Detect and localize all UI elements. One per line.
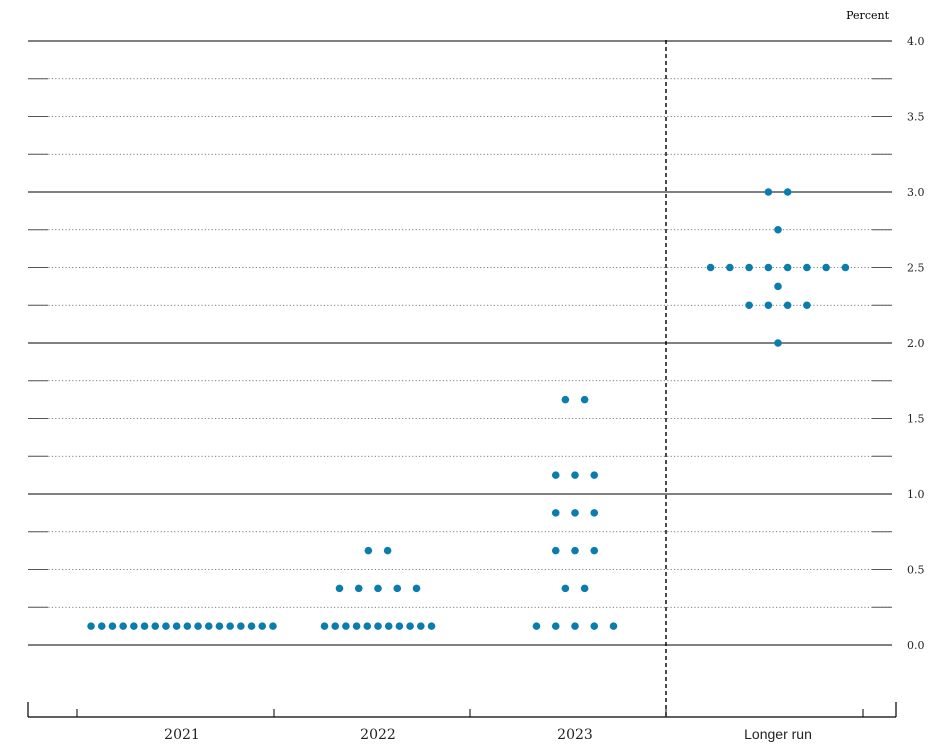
dot [803, 301, 811, 310]
y-unit-label: Percent [846, 9, 889, 22]
dot [354, 584, 363, 593]
dot [364, 546, 373, 555]
dot [108, 622, 117, 630]
gridlines [28, 40, 892, 646]
dot [215, 622, 224, 630]
dot [395, 622, 404, 630]
dot [571, 471, 579, 479]
dot [412, 584, 421, 593]
dot [194, 622, 202, 630]
dot [406, 622, 414, 630]
y-tick-label: 0.5 [907, 564, 925, 577]
dot [172, 622, 181, 630]
dot [363, 622, 372, 630]
dot [609, 622, 618, 630]
dot [183, 622, 192, 630]
dot [417, 622, 425, 630]
dot [726, 263, 734, 272]
dot [774, 282, 782, 291]
dot [237, 622, 245, 630]
dot [783, 263, 792, 272]
dot [764, 301, 773, 310]
dot [571, 509, 579, 517]
dot [774, 225, 782, 234]
dot [551, 622, 560, 630]
dot [590, 509, 599, 517]
dot [374, 622, 382, 630]
dot [590, 471, 599, 479]
dot [97, 622, 106, 630]
y-tick-label: 2.0 [907, 337, 925, 350]
y-tick-label: 4.0 [907, 35, 925, 48]
y-tick-label: 1.5 [907, 413, 925, 426]
dots [87, 188, 850, 630]
x-tick-label: 2022 [360, 727, 396, 743]
y-tick-labels: 0.0 0.5 1.0 1.5 2.0 2.5 3.0 3.5 4.0 [907, 35, 925, 652]
dot [745, 301, 753, 310]
dot [151, 622, 160, 630]
dot [352, 622, 361, 630]
dot [247, 622, 256, 630]
dot [745, 263, 753, 272]
x-tick-label: 2023 [557, 727, 593, 743]
y-tick-label: 1.0 [907, 488, 925, 501]
dot [269, 622, 277, 630]
dot [204, 622, 213, 630]
dot [374, 584, 382, 593]
dot [551, 546, 560, 555]
dot [774, 339, 782, 347]
dot [551, 509, 560, 517]
x-axis: 2021 2022 2023 Longer run [27, 702, 897, 743]
dot [87, 622, 95, 630]
dot [119, 622, 127, 630]
dot [342, 622, 350, 630]
dot [580, 395, 589, 404]
dot [335, 584, 344, 593]
dot [590, 622, 599, 630]
dot [427, 622, 436, 630]
dot [783, 188, 792, 196]
dot [140, 622, 149, 630]
dot [561, 395, 570, 404]
dot [320, 622, 329, 630]
dot [393, 584, 402, 593]
y-tick-label: 0.0 [907, 639, 925, 652]
x-tick-label: Longer run [744, 726, 812, 742]
dot [764, 188, 773, 196]
dot [590, 546, 599, 555]
dot [383, 546, 392, 555]
y-tick-label: 2.5 [907, 262, 925, 275]
dot [258, 622, 267, 630]
dot [822, 263, 830, 272]
dot [803, 263, 811, 272]
dot [331, 622, 340, 630]
dot [580, 584, 589, 593]
dot [162, 622, 170, 630]
dot [571, 622, 579, 630]
dot [226, 622, 234, 630]
y-tick-label: 3.0 [907, 186, 925, 199]
dot [130, 622, 138, 630]
dot [532, 622, 541, 630]
dot [561, 584, 570, 593]
dot [551, 471, 560, 479]
x-tick-label: 2021 [164, 727, 200, 743]
dot [706, 263, 715, 272]
y-tick-label: 3.5 [907, 111, 925, 124]
dot [571, 546, 579, 555]
dot [841, 263, 850, 272]
dot [384, 622, 393, 630]
dot [764, 263, 773, 272]
dot [783, 301, 792, 310]
